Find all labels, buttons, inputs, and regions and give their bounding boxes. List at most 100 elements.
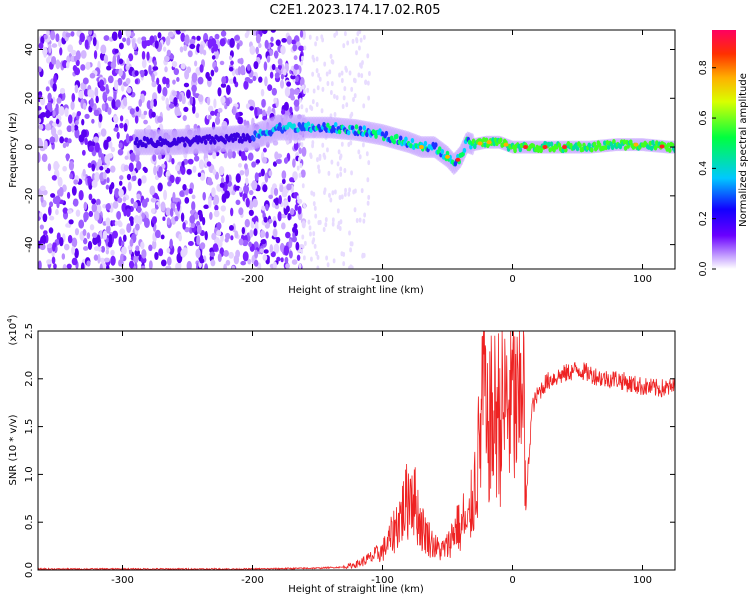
spectrogram-cell xyxy=(107,107,112,115)
spectrogram-cell xyxy=(62,142,67,149)
spectrogram-cell xyxy=(73,179,79,185)
spectrogram-cell xyxy=(232,223,236,233)
spectrogram-cell xyxy=(214,116,221,126)
spectrogram-cell xyxy=(323,187,327,193)
spectrogram-cell xyxy=(270,251,276,258)
spectrogram-cell xyxy=(97,246,102,252)
spectrogram-cell xyxy=(587,142,591,148)
spectrogram-cell xyxy=(336,161,340,167)
spectrogram-cell xyxy=(224,237,229,243)
spectrogram-cell xyxy=(62,165,67,172)
spectrogram-cell xyxy=(249,45,256,55)
spectrogram-cell xyxy=(75,120,79,126)
spectrogram-cell xyxy=(141,38,148,49)
spectrogram-cell xyxy=(287,212,291,221)
spectrogram-cell xyxy=(81,118,85,126)
spectrogram-cell xyxy=(64,243,70,251)
spectrogram-cell xyxy=(38,106,42,111)
spectrogram-cell xyxy=(108,140,113,149)
spectrogram-cell xyxy=(95,95,99,104)
spectrogram-cell xyxy=(116,131,120,139)
spectrogram-cell xyxy=(342,43,346,49)
spectrogram-cell xyxy=(462,147,467,154)
spectrogram-xlabel: Height of straight line (km) xyxy=(288,285,424,296)
spectrogram-cell xyxy=(93,136,99,143)
spectrogram-cell xyxy=(150,208,156,214)
spectrogram-cell xyxy=(84,137,88,146)
spectrogram-cell xyxy=(324,217,328,223)
spectrogram-cell xyxy=(342,261,346,267)
spectrogram-cell xyxy=(214,33,220,40)
spectrogram-cell xyxy=(111,98,116,109)
snr-scale-label: (x104) xyxy=(6,314,19,345)
spectrogram-cell xyxy=(186,168,192,175)
spectrogram-cell xyxy=(169,174,175,184)
spectrogram-cell xyxy=(45,109,51,119)
spectrogram-cell xyxy=(366,80,370,86)
spectrogram-cell xyxy=(258,42,262,49)
spectrogram-cell xyxy=(300,126,304,132)
spectrogram-cell xyxy=(262,184,268,193)
spectrogram-cell xyxy=(318,219,322,225)
spectrogram-cell xyxy=(39,224,44,230)
spectrogram-cell xyxy=(220,83,227,88)
spectrogram-cell xyxy=(275,236,281,244)
spectrogram-cell xyxy=(367,160,371,166)
spectrogram-cell xyxy=(357,149,361,155)
spectrogram-cell xyxy=(280,73,285,80)
spectrogram-cell xyxy=(135,245,140,252)
spectrogram-cell xyxy=(398,135,403,141)
spectrogram-cell xyxy=(110,146,116,153)
spectrogram-cell xyxy=(150,99,154,109)
spectrogram-cell xyxy=(199,44,204,55)
spectrogram-cell xyxy=(312,201,316,207)
spectrogram-ridge-layer xyxy=(133,114,675,175)
spectrogram-cell xyxy=(255,159,261,164)
spectrogram-cell xyxy=(244,218,250,228)
spectrogram-cell xyxy=(141,212,145,219)
spectrogram-cell xyxy=(324,127,329,133)
spectrogram-cell xyxy=(84,113,90,119)
spectrogram-cell xyxy=(245,177,249,186)
spectrogram-cell xyxy=(128,260,135,269)
spectrogram-cell xyxy=(668,147,672,153)
spectrogram-cell xyxy=(80,64,86,71)
spectrogram-cell xyxy=(100,128,107,137)
spectrogram-cell xyxy=(290,95,296,101)
snr-panel: -300 -200 -100 0 100 0.0 0.5 1.0 1.5 2.0 2.5 Heig… xyxy=(6,314,676,595)
spectrogram-cell xyxy=(220,215,225,224)
spectrogram-cell xyxy=(353,78,357,84)
spectrogram-cell xyxy=(243,80,249,90)
spectrogram-cell xyxy=(107,96,113,102)
spectrogram-cell xyxy=(290,74,296,80)
spectrogram-cell xyxy=(293,99,300,107)
spectrogram-cell xyxy=(129,238,134,247)
spectrogram-cell xyxy=(154,204,159,210)
spectrogram-cell xyxy=(272,261,277,269)
spectrogram-cell xyxy=(157,83,162,94)
spectrogram-cell xyxy=(268,170,273,177)
spectrogram-cell xyxy=(110,181,115,190)
spectrogram-cell xyxy=(247,99,254,105)
spectrogram-cell xyxy=(220,205,227,212)
spectrogram-cell xyxy=(309,104,312,110)
spectrogram-cell xyxy=(105,225,111,234)
x-tick-label: -300 xyxy=(111,274,134,285)
spectrogram-cell xyxy=(140,241,145,250)
spectrogram-cell xyxy=(91,198,97,205)
spectrogram-cell xyxy=(302,255,306,261)
spectrogram-cell xyxy=(368,70,371,76)
spectrogram-cell xyxy=(604,144,608,151)
spectrogram-cell xyxy=(135,136,139,142)
spectrogram-cell xyxy=(52,242,56,252)
spectrogram-cell xyxy=(65,61,70,69)
spectrogram-cell xyxy=(122,196,127,202)
spectrogram-cell xyxy=(249,106,254,111)
spectrogram-cell xyxy=(138,215,143,225)
spectrogram-cell xyxy=(306,121,311,127)
spectrogram-cell xyxy=(213,43,219,52)
spectrogram-cell xyxy=(230,235,234,241)
spectrogram-cell xyxy=(239,57,244,65)
